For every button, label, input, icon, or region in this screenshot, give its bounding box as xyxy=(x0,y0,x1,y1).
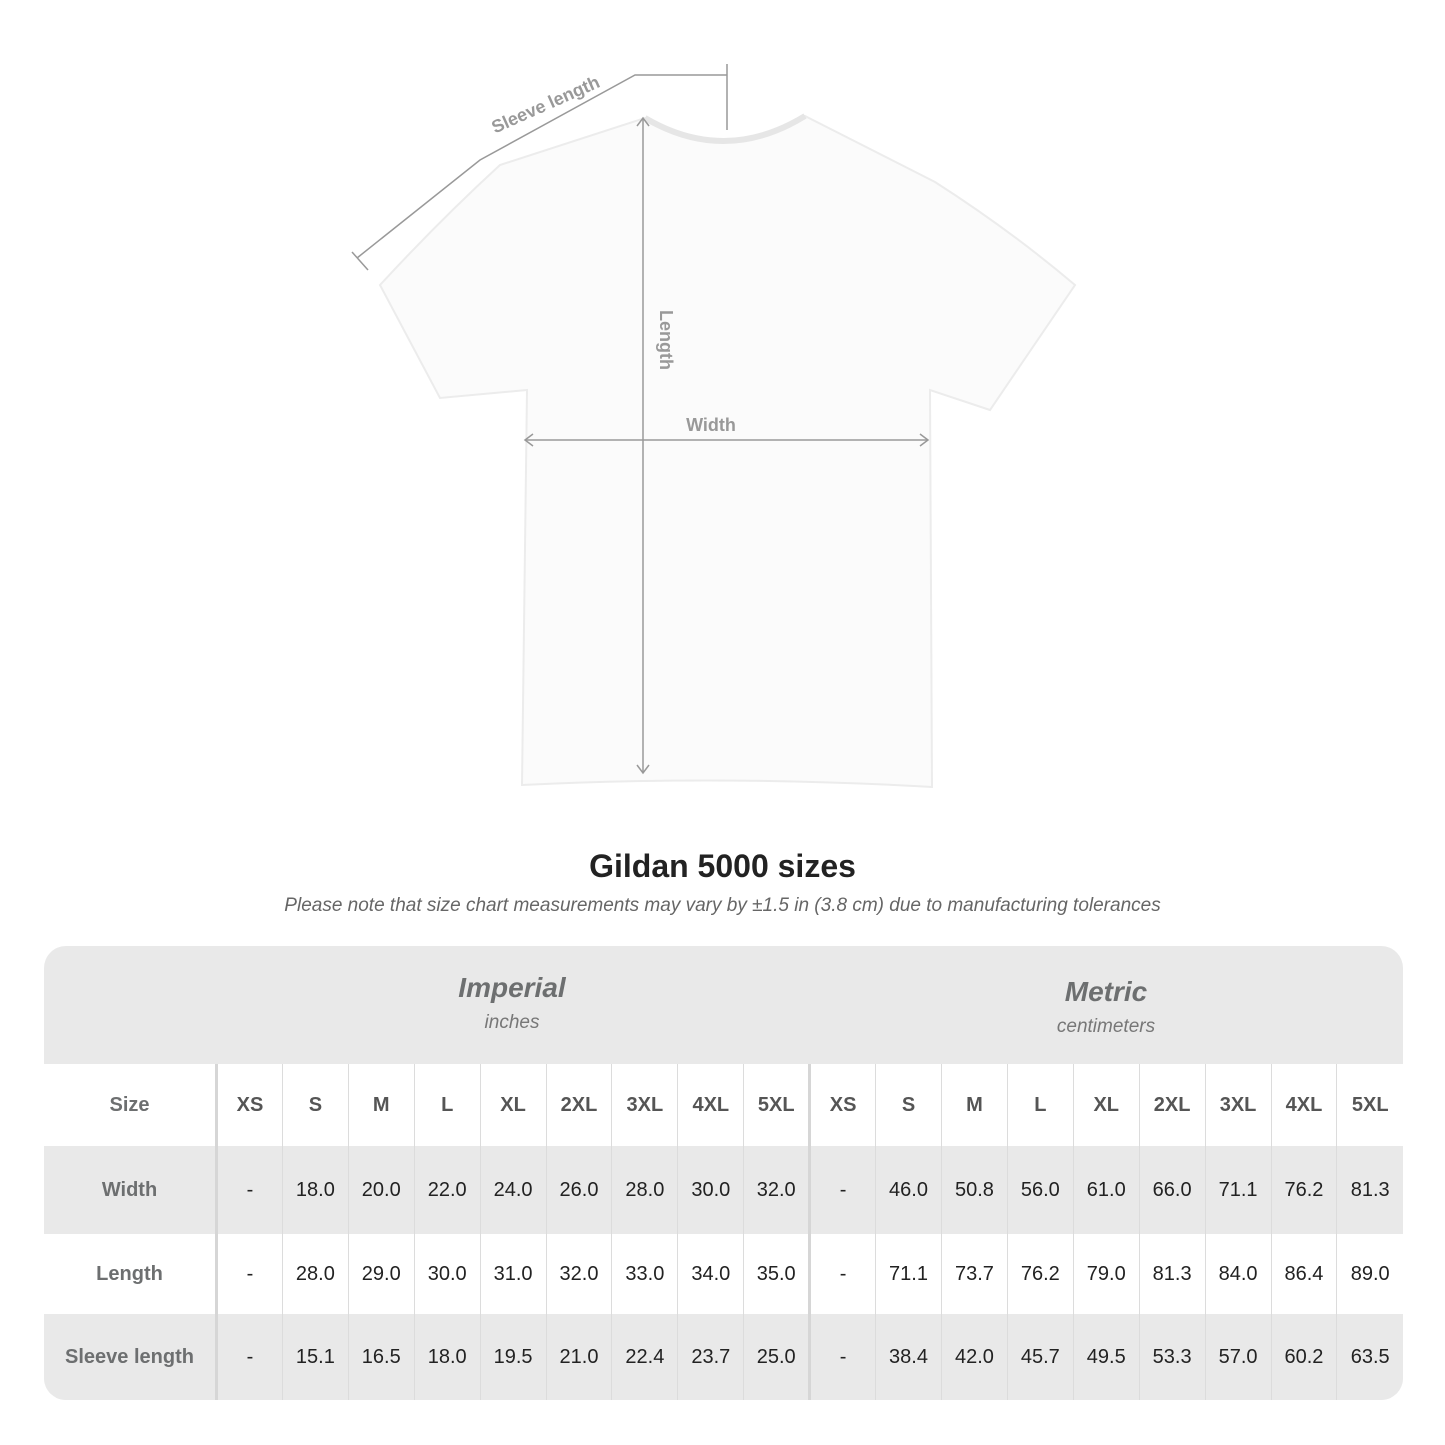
imperial-value: 33.0 xyxy=(611,1234,678,1314)
imperial-value: - xyxy=(216,1234,283,1314)
imperial-size-m: M xyxy=(347,1064,415,1146)
metric-value: 84.0 xyxy=(1204,1234,1271,1314)
metric-value: 66.0 xyxy=(1138,1146,1206,1234)
metric-value: 81.3 xyxy=(1336,1146,1403,1234)
imperial-value: - xyxy=(216,1146,283,1234)
table-row: Length -28.0 29.0 30.0 31.0 32.0 33.0 34.0 35.0-… xyxy=(44,1234,1403,1314)
metric-value: - xyxy=(808,1234,876,1314)
imperial-value: 28.0 xyxy=(611,1146,678,1234)
imperial-value: 25.0 xyxy=(743,1314,810,1400)
metric-value: 71.1 xyxy=(1204,1146,1271,1234)
header-row: Size XS S M L XL 2XL 3XL 4XL 5XL XS S M L XL 2XL 3XL 4XL 5… xyxy=(44,1064,1403,1146)
imperial-value: - xyxy=(216,1314,283,1400)
metric-value: 53.3 xyxy=(1138,1314,1206,1400)
chart-title: Gildan 5000 sizes xyxy=(589,848,856,884)
imperial-size-2xl: 2XL xyxy=(545,1064,612,1146)
table-row: Width -18.0 20.0 22.0 24.0 26.0 28.0 30.0 32.0-4… xyxy=(44,1146,1403,1234)
imperial-value: 22.0 xyxy=(413,1146,481,1234)
imperial-size-s: S xyxy=(281,1064,349,1146)
imperial-value: 35.0 xyxy=(743,1234,810,1314)
sleeve-label: Sleeve length xyxy=(488,72,602,137)
table-row: Sleeve length -15.1 16.5 18.0 19.5 21.0 22.4 23… xyxy=(44,1314,1403,1400)
metric-value: - xyxy=(808,1146,876,1234)
imperial-value: 18.0 xyxy=(413,1314,481,1400)
metric-value: 60.2 xyxy=(1270,1314,1337,1400)
metric-value: 63.5 xyxy=(1336,1314,1403,1400)
metric-size-5xl: 5XL xyxy=(1336,1064,1403,1146)
metric-size-s: S xyxy=(875,1064,942,1146)
imperial-header: Imperial inches xyxy=(215,946,809,1090)
imperial-value: 18.0 xyxy=(281,1146,349,1234)
metric-heading: Metric xyxy=(1064,976,1148,1007)
imperial-value: 30.0 xyxy=(413,1234,481,1314)
tshirt-diagram: Sleeve length Length Width xyxy=(351,64,1077,789)
metric-size-4xl: 4XL xyxy=(1270,1064,1337,1146)
metric-unit: centimeters xyxy=(1056,1016,1156,1037)
metric-value: 57.0 xyxy=(1204,1314,1271,1400)
metric-value: 73.7 xyxy=(940,1234,1008,1314)
row-label: Sleeve length xyxy=(44,1314,218,1400)
imperial-value: 16.5 xyxy=(347,1314,415,1400)
imperial-size-3xl: 3XL xyxy=(611,1064,678,1146)
metric-value: 46.0 xyxy=(875,1146,942,1234)
metric-value: 89.0 xyxy=(1336,1234,1403,1314)
size-table: Size XS S M L XL 2XL 3XL 4XL 5XL XS S M L XL 2XL 3XL 4XL 5… xyxy=(44,1064,1403,1400)
metric-value: 45.7 xyxy=(1006,1314,1074,1400)
imperial-value: 19.5 xyxy=(479,1314,547,1400)
metric-size-3xl: 3XL xyxy=(1204,1064,1271,1146)
imperial-value: 32.0 xyxy=(743,1146,810,1234)
metric-value: 79.0 xyxy=(1072,1234,1140,1314)
metric-value: - xyxy=(808,1314,876,1400)
size-table-card: Imperial inches Metric centimeters Size X… xyxy=(44,946,1403,1400)
imperial-value: 15.1 xyxy=(281,1314,349,1400)
imperial-value: 30.0 xyxy=(677,1146,744,1234)
imperial-value: 24.0 xyxy=(479,1146,547,1234)
imperial-size-xl: XL xyxy=(479,1064,547,1146)
metric-value: 61.0 xyxy=(1072,1146,1140,1234)
tshirt-shape xyxy=(378,114,1077,789)
imperial-unit: inches xyxy=(484,1012,540,1033)
imperial-heading: Imperial xyxy=(458,972,566,1003)
imperial-value: 32.0 xyxy=(545,1234,612,1314)
imperial-size-5xl: 5XL xyxy=(743,1064,810,1146)
tolerance-note: Please note that size chart measurements… xyxy=(284,895,1161,916)
metric-size-2xl: 2XL xyxy=(1138,1064,1206,1146)
imperial-size-l: L xyxy=(413,1064,481,1146)
metric-size-m: M xyxy=(940,1064,1008,1146)
metric-size-l: L xyxy=(1006,1064,1074,1146)
imperial-value: 34.0 xyxy=(677,1234,744,1314)
imperial-size-xs: XS xyxy=(216,1064,283,1146)
size-header: Size xyxy=(44,1064,218,1146)
imperial-value: 28.0 xyxy=(281,1234,349,1314)
metric-value: 76.2 xyxy=(1006,1234,1074,1314)
metric-value: 50.8 xyxy=(940,1146,1008,1234)
imperial-value: 20.0 xyxy=(347,1146,415,1234)
metric-size-xl: XL xyxy=(1072,1064,1140,1146)
imperial-value: 23.7 xyxy=(677,1314,744,1400)
sleeve-measure-line xyxy=(356,74,727,259)
metric-value: 81.3 xyxy=(1138,1234,1206,1314)
imperial-value: 31.0 xyxy=(479,1234,547,1314)
imperial-value: 29.0 xyxy=(347,1234,415,1314)
metric-value: 42.0 xyxy=(940,1314,1008,1400)
width-label: Width xyxy=(686,415,736,435)
row-label: Length xyxy=(44,1234,218,1314)
metric-value: 56.0 xyxy=(1006,1146,1074,1234)
imperial-value: 22.4 xyxy=(611,1314,678,1400)
length-label: Length xyxy=(656,310,676,370)
metric-value: 76.2 xyxy=(1270,1146,1337,1234)
metric-value: 86.4 xyxy=(1270,1234,1337,1314)
metric-value: 38.4 xyxy=(875,1314,942,1400)
metric-value: 49.5 xyxy=(1072,1314,1140,1400)
imperial-value: 21.0 xyxy=(545,1314,612,1400)
row-label: Width xyxy=(44,1146,218,1234)
metric-header: Metric centimeters xyxy=(809,946,1403,1094)
imperial-size-4xl: 4XL xyxy=(677,1064,744,1146)
imperial-value: 26.0 xyxy=(545,1146,612,1234)
metric-value: 71.1 xyxy=(875,1234,942,1314)
metric-size-xs: XS xyxy=(808,1064,876,1146)
